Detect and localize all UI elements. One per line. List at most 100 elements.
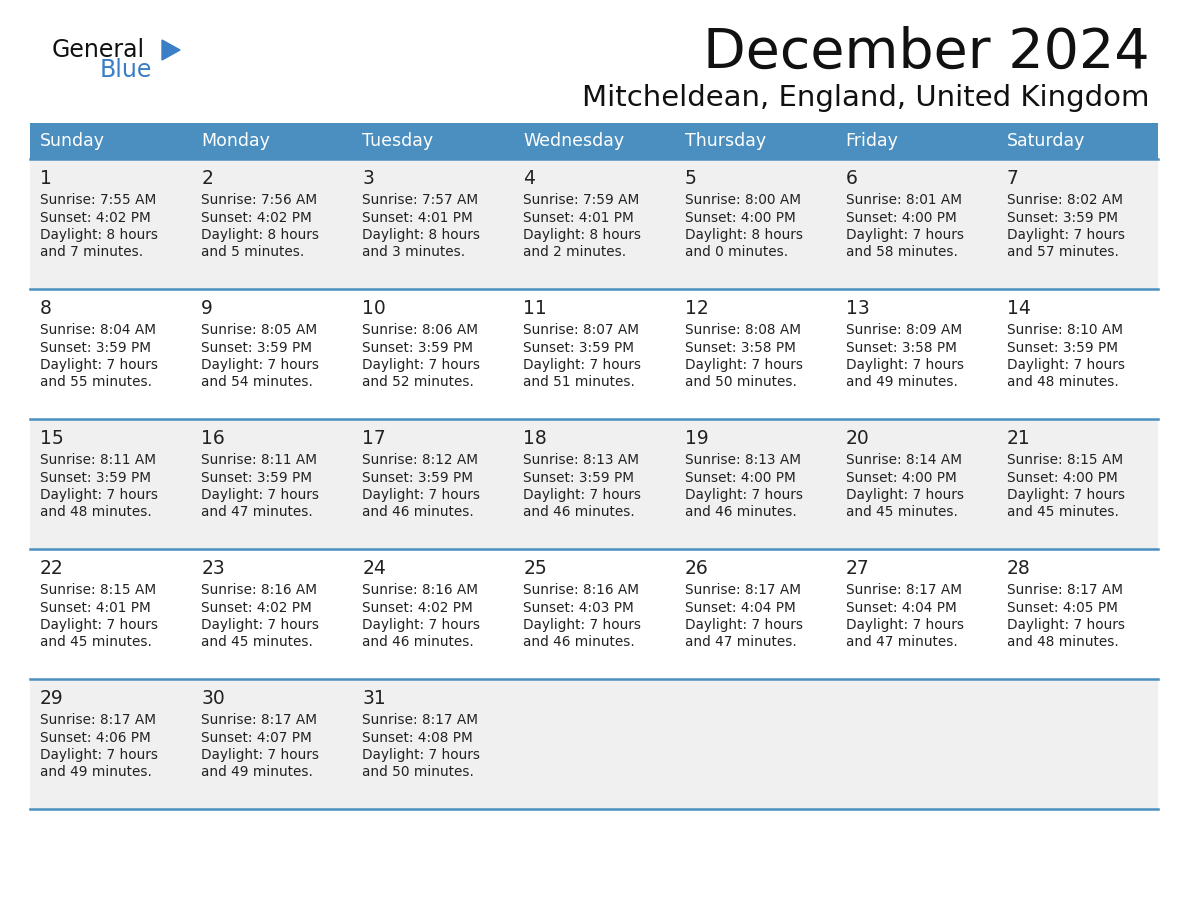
Text: Sunrise: 8:13 AM: Sunrise: 8:13 AM — [524, 453, 639, 467]
Text: and 48 minutes.: and 48 minutes. — [40, 506, 152, 520]
Text: and 2 minutes.: and 2 minutes. — [524, 245, 626, 260]
Text: Sunset: 3:59 PM: Sunset: 3:59 PM — [201, 471, 312, 485]
Bar — [30, 679, 1158, 809]
Text: 12: 12 — [684, 299, 708, 318]
Text: Sunset: 4:03 PM: Sunset: 4:03 PM — [524, 600, 634, 614]
Text: and 0 minutes.: and 0 minutes. — [684, 245, 788, 260]
Bar — [30, 123, 1158, 159]
Text: 16: 16 — [201, 429, 225, 448]
Text: and 48 minutes.: and 48 minutes. — [1007, 635, 1119, 650]
Text: Sunrise: 8:17 AM: Sunrise: 8:17 AM — [362, 713, 479, 727]
Text: Sunset: 4:05 PM: Sunset: 4:05 PM — [1007, 600, 1118, 614]
Text: 19: 19 — [684, 429, 708, 448]
Text: Sunrise: 8:13 AM: Sunrise: 8:13 AM — [684, 453, 801, 467]
Text: Sunrise: 8:04 AM: Sunrise: 8:04 AM — [40, 323, 156, 337]
Text: and 7 minutes.: and 7 minutes. — [40, 245, 143, 260]
Text: Sunset: 3:59 PM: Sunset: 3:59 PM — [40, 341, 151, 354]
Text: 31: 31 — [362, 689, 386, 708]
Text: and 45 minutes.: and 45 minutes. — [1007, 506, 1119, 520]
Text: Sunrise: 8:17 AM: Sunrise: 8:17 AM — [201, 713, 317, 727]
Text: 10: 10 — [362, 299, 386, 318]
Text: Daylight: 7 hours: Daylight: 7 hours — [201, 748, 320, 762]
Text: Sunrise: 8:08 AM: Sunrise: 8:08 AM — [684, 323, 801, 337]
Text: Daylight: 7 hours: Daylight: 7 hours — [362, 488, 480, 502]
Text: Mitcheldean, England, United Kingdom: Mitcheldean, England, United Kingdom — [582, 84, 1150, 112]
Text: Sunset: 4:02 PM: Sunset: 4:02 PM — [201, 210, 312, 225]
Text: 2: 2 — [201, 169, 213, 188]
Bar — [30, 549, 1158, 679]
Text: Saturday: Saturday — [1007, 132, 1085, 150]
Text: Daylight: 7 hours: Daylight: 7 hours — [40, 358, 158, 372]
Text: and 52 minutes.: and 52 minutes. — [362, 375, 474, 389]
Text: Sunset: 4:02 PM: Sunset: 4:02 PM — [40, 210, 151, 225]
Text: Daylight: 8 hours: Daylight: 8 hours — [362, 228, 480, 242]
Text: Daylight: 7 hours: Daylight: 7 hours — [201, 488, 320, 502]
Text: and 47 minutes.: and 47 minutes. — [684, 635, 796, 650]
Text: Sunrise: 8:12 AM: Sunrise: 8:12 AM — [362, 453, 479, 467]
Text: 4: 4 — [524, 169, 536, 188]
Text: 9: 9 — [201, 299, 213, 318]
Text: Sunset: 3:59 PM: Sunset: 3:59 PM — [362, 341, 473, 354]
Text: Sunset: 4:01 PM: Sunset: 4:01 PM — [524, 210, 634, 225]
Text: Sunrise: 8:09 AM: Sunrise: 8:09 AM — [846, 323, 962, 337]
Text: Tuesday: Tuesday — [362, 132, 434, 150]
Text: Sunrise: 8:17 AM: Sunrise: 8:17 AM — [846, 583, 962, 597]
Text: Sunrise: 7:55 AM: Sunrise: 7:55 AM — [40, 193, 157, 207]
Text: Wednesday: Wednesday — [524, 132, 625, 150]
Text: and 46 minutes.: and 46 minutes. — [524, 635, 636, 650]
Text: and 49 minutes.: and 49 minutes. — [40, 766, 152, 779]
Text: Daylight: 7 hours: Daylight: 7 hours — [1007, 618, 1125, 632]
Text: Sunrise: 7:57 AM: Sunrise: 7:57 AM — [362, 193, 479, 207]
Text: Sunrise: 8:16 AM: Sunrise: 8:16 AM — [201, 583, 317, 597]
Text: Sunset: 4:04 PM: Sunset: 4:04 PM — [684, 600, 795, 614]
Text: and 49 minutes.: and 49 minutes. — [846, 375, 958, 389]
Text: Daylight: 8 hours: Daylight: 8 hours — [40, 228, 158, 242]
Text: and 45 minutes.: and 45 minutes. — [201, 635, 312, 650]
Text: 15: 15 — [40, 429, 64, 448]
Text: Friday: Friday — [846, 132, 898, 150]
Text: Sunset: 4:00 PM: Sunset: 4:00 PM — [846, 210, 956, 225]
Text: Blue: Blue — [100, 58, 152, 82]
Text: Sunrise: 8:17 AM: Sunrise: 8:17 AM — [1007, 583, 1123, 597]
Text: Daylight: 7 hours: Daylight: 7 hours — [201, 618, 320, 632]
Text: Daylight: 7 hours: Daylight: 7 hours — [524, 618, 642, 632]
Text: Sunrise: 8:06 AM: Sunrise: 8:06 AM — [362, 323, 479, 337]
Text: Sunset: 4:01 PM: Sunset: 4:01 PM — [40, 600, 151, 614]
Text: Sunset: 4:07 PM: Sunset: 4:07 PM — [201, 731, 312, 744]
Text: 28: 28 — [1007, 559, 1031, 578]
Text: 26: 26 — [684, 559, 708, 578]
Text: 5: 5 — [684, 169, 696, 188]
Text: 17: 17 — [362, 429, 386, 448]
Text: Sunrise: 8:10 AM: Sunrise: 8:10 AM — [1007, 323, 1123, 337]
Text: and 46 minutes.: and 46 minutes. — [362, 635, 474, 650]
Text: Daylight: 7 hours: Daylight: 7 hours — [362, 358, 480, 372]
Text: Daylight: 7 hours: Daylight: 7 hours — [684, 358, 803, 372]
Text: 7: 7 — [1007, 169, 1019, 188]
Text: Sunrise: 8:02 AM: Sunrise: 8:02 AM — [1007, 193, 1123, 207]
Text: and 57 minutes.: and 57 minutes. — [1007, 245, 1119, 260]
Text: 1: 1 — [40, 169, 52, 188]
Text: 24: 24 — [362, 559, 386, 578]
Text: December 2024: December 2024 — [703, 26, 1150, 80]
Text: Sunrise: 8:01 AM: Sunrise: 8:01 AM — [846, 193, 962, 207]
Text: Daylight: 7 hours: Daylight: 7 hours — [684, 488, 803, 502]
Text: Daylight: 8 hours: Daylight: 8 hours — [201, 228, 320, 242]
Text: Sunrise: 8:00 AM: Sunrise: 8:00 AM — [684, 193, 801, 207]
Text: Daylight: 7 hours: Daylight: 7 hours — [362, 618, 480, 632]
Text: Daylight: 7 hours: Daylight: 7 hours — [846, 618, 963, 632]
Text: Sunset: 3:59 PM: Sunset: 3:59 PM — [362, 471, 473, 485]
Text: Daylight: 8 hours: Daylight: 8 hours — [524, 228, 642, 242]
Text: Sunrise: 8:11 AM: Sunrise: 8:11 AM — [40, 453, 156, 467]
Text: Sunrise: 7:59 AM: Sunrise: 7:59 AM — [524, 193, 639, 207]
Text: Sunset: 4:02 PM: Sunset: 4:02 PM — [362, 600, 473, 614]
Text: Sunrise: 8:15 AM: Sunrise: 8:15 AM — [1007, 453, 1123, 467]
Text: and 55 minutes.: and 55 minutes. — [40, 375, 152, 389]
Text: Daylight: 7 hours: Daylight: 7 hours — [40, 488, 158, 502]
Text: Daylight: 7 hours: Daylight: 7 hours — [362, 748, 480, 762]
Text: Daylight: 7 hours: Daylight: 7 hours — [684, 618, 803, 632]
Bar — [30, 289, 1158, 419]
Bar — [30, 159, 1158, 289]
Text: 30: 30 — [201, 689, 225, 708]
Text: Sunday: Sunday — [40, 132, 105, 150]
Text: 13: 13 — [846, 299, 870, 318]
